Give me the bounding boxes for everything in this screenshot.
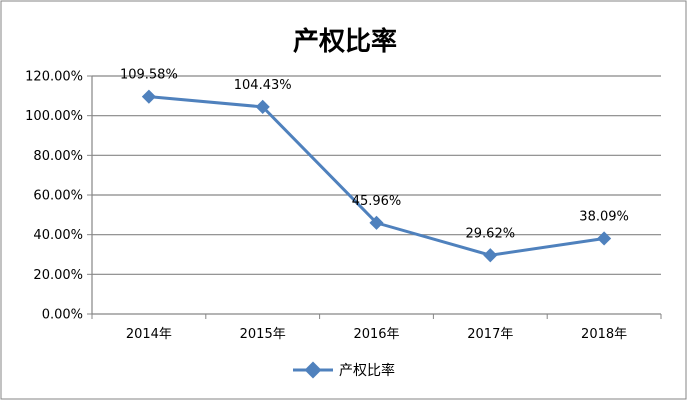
data-point	[597, 231, 612, 246]
x-tick-label: 2017年	[467, 327, 513, 342]
y-tick-label: 80.00%	[33, 149, 83, 164]
data-label: 29.62%	[466, 226, 516, 241]
data-point	[483, 248, 498, 263]
legend-label: 产权比率	[339, 362, 395, 379]
y-tick-label: 0.00%	[42, 308, 83, 323]
y-tick-label: 120.00%	[25, 70, 83, 85]
data-label: 45.96%	[352, 194, 402, 209]
y-tick-label: 40.00%	[33, 228, 83, 243]
x-tick-label: 2016年	[353, 327, 399, 342]
x-tick-label: 2018年	[581, 327, 627, 342]
y-tick-label: 20.00%	[33, 268, 83, 283]
legend-marker	[304, 361, 322, 379]
y-axis-tick-labels: 0.00% 20.00% 40.00% 60.00% 80.00% 100.00% 120.…	[25, 70, 83, 323]
data-point	[255, 99, 270, 114]
grid-lines	[92, 75, 661, 275]
y-tick-label: 100.00%	[25, 109, 83, 124]
data-labels: 109.58% 104.43% 45.96% 29.62% 38.09%	[120, 68, 629, 242]
chart-title: 产权比率	[293, 26, 397, 57]
x-axis-tick-labels: 2014年 2015年 2016年 2017年 2018年	[126, 327, 627, 342]
data-label: 109.58%	[120, 68, 178, 83]
x-tick-label: 2015年	[240, 327, 286, 342]
legend: 产权比率	[293, 361, 395, 379]
data-point	[369, 215, 384, 230]
axes	[87, 75, 662, 319]
data-label: 104.43%	[234, 78, 292, 93]
x-tick-label: 2014年	[126, 327, 172, 342]
data-label: 38.09%	[579, 209, 629, 224]
y-tick-label: 60.00%	[33, 189, 83, 204]
